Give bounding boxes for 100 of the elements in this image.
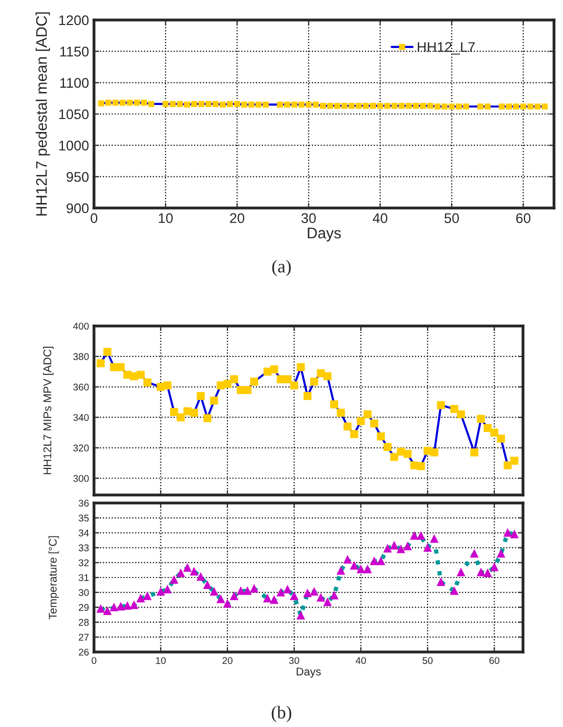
point <box>290 592 298 600</box>
point <box>230 592 238 600</box>
point <box>130 601 138 610</box>
point <box>510 456 518 465</box>
point <box>283 585 292 594</box>
x-axis-title: Days <box>308 228 341 242</box>
point <box>330 400 338 408</box>
point <box>390 452 398 461</box>
legend-label: HH12_L7 <box>418 42 475 55</box>
point <box>344 556 352 564</box>
y-tick-label: 27 <box>78 634 89 641</box>
point <box>270 596 278 604</box>
x-tick-label: 20 <box>230 213 244 224</box>
point <box>404 450 412 458</box>
x-tick-label: 60 <box>489 657 500 664</box>
point <box>504 461 512 470</box>
y-tick-label: 36 <box>78 500 89 507</box>
point <box>470 550 478 558</box>
point <box>96 604 105 613</box>
point <box>110 603 118 612</box>
y-tick-label: 31 <box>78 574 89 582</box>
point <box>430 448 438 456</box>
point <box>310 588 318 596</box>
point <box>116 602 125 611</box>
point <box>276 588 285 596</box>
point <box>304 589 312 598</box>
point <box>370 557 378 566</box>
point <box>270 365 278 374</box>
point <box>304 392 312 400</box>
point <box>490 428 498 437</box>
point <box>450 586 458 595</box>
point <box>376 432 385 440</box>
point <box>424 544 432 552</box>
point <box>490 563 498 572</box>
x-tick-label: 0 <box>90 213 98 224</box>
point <box>210 396 218 405</box>
point <box>263 594 272 602</box>
x-tick-label: 0 <box>92 657 96 664</box>
point <box>316 594 325 602</box>
point <box>143 378 152 386</box>
y-tick-label: 900 <box>66 203 89 214</box>
point <box>123 602 132 610</box>
y-tick-label: 1050 <box>59 109 89 120</box>
point <box>170 576 178 584</box>
point <box>410 532 418 540</box>
point <box>324 372 332 380</box>
point <box>336 566 345 575</box>
point <box>350 562 358 570</box>
x-tick-label: 40 <box>372 213 388 224</box>
point <box>424 446 432 455</box>
x-tick-label: 50 <box>422 657 433 664</box>
y-axis-title: HH12L7 pedestal mean [ADC] <box>36 12 50 216</box>
point <box>250 378 258 386</box>
point <box>364 565 372 574</box>
point <box>190 568 198 576</box>
point <box>210 588 218 596</box>
point <box>156 382 165 391</box>
point <box>243 586 252 595</box>
point <box>504 528 512 537</box>
point <box>470 448 478 456</box>
point <box>156 588 165 596</box>
text: (a) <box>272 260 291 276</box>
point <box>163 381 172 390</box>
point <box>496 434 505 443</box>
x-tick-label: 20 <box>222 657 232 664</box>
y-tick-label: 26 <box>78 648 89 656</box>
point <box>436 401 445 410</box>
y-tick-label: 1100 <box>60 78 89 88</box>
point <box>384 544 392 552</box>
point <box>476 414 485 423</box>
y-tick-label: 300 <box>73 474 89 482</box>
point <box>350 430 358 438</box>
point <box>384 443 392 452</box>
y-tick-label: 360 <box>73 384 89 391</box>
x-tick-label: 30 <box>301 213 316 224</box>
point <box>376 557 385 566</box>
point <box>416 462 425 470</box>
y-axis-title: Temperature [°C] <box>48 536 59 620</box>
y-tick-label: 28 <box>78 618 89 626</box>
point <box>296 363 305 372</box>
x-tick-label: 40 <box>356 657 366 664</box>
point <box>170 408 178 416</box>
point <box>436 578 445 586</box>
point <box>176 569 185 578</box>
point <box>290 381 298 390</box>
x-tick-label: 10 <box>156 657 166 664</box>
y-tick-label: 1000 <box>59 140 89 151</box>
y-tick-label: 1200 <box>59 15 89 26</box>
point <box>163 585 172 594</box>
y-tick-label: 950 <box>66 172 89 182</box>
point <box>143 592 152 600</box>
point <box>364 410 372 418</box>
y-tick-label: 400 <box>73 322 89 330</box>
y-tick-label: 30 <box>78 589 89 596</box>
point <box>430 534 438 543</box>
y-tick-label: 32 <box>78 559 89 566</box>
point <box>103 607 112 616</box>
point <box>476 568 485 576</box>
point <box>510 530 518 538</box>
point <box>136 370 145 379</box>
